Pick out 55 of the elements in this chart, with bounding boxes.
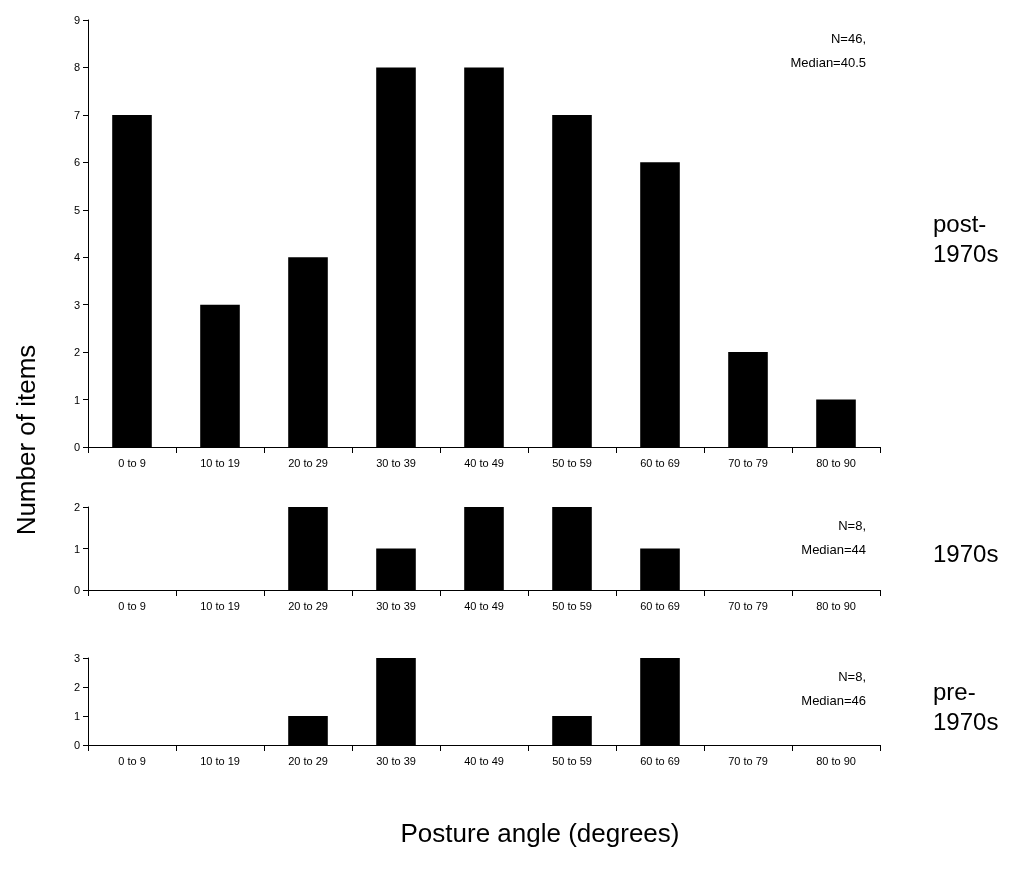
x-tick-label: 40 to 49 (464, 456, 504, 469)
annotation: N=8, (838, 518, 866, 533)
x-tick-label: 60 to 69 (640, 754, 680, 767)
x-tick-label: 70 to 79 (728, 754, 768, 767)
x-tick-label: 20 to 29 (288, 599, 328, 612)
x-tick-label: 70 to 79 (728, 456, 768, 469)
x-tick-label: 10 to 19 (200, 456, 240, 469)
y-tick-label: 8 (73, 61, 80, 74)
x-tick-label: 70 to 79 (728, 599, 768, 612)
y2-axis-title: 1970s (933, 540, 999, 567)
x-tick-label: 10 to 19 (200, 599, 240, 612)
annotation: Median=44 (801, 542, 866, 557)
x-tick-label: 60 to 69 (640, 456, 680, 469)
y-tick-label: 5 (73, 203, 80, 216)
x-axis-title: Posture angle (degrees) (400, 818, 680, 849)
x-tick-label: 20 to 29 (288, 754, 328, 767)
y-tick-label: 9 (73, 14, 80, 26)
x-tick-label: 60 to 69 (640, 599, 680, 612)
x-tick-label: 0 to 9 (118, 754, 146, 767)
y-tick-label: 2 (73, 501, 80, 513)
annotation: N=8, (838, 669, 866, 684)
annotation: N=46, (830, 31, 866, 46)
x-tick-label: 40 to 49 (464, 599, 504, 612)
y-tick-label: 3 (73, 652, 80, 664)
x-tick-label: 30 to 39 (376, 456, 416, 469)
x-tick-label: 30 to 39 (376, 599, 416, 612)
x-tick-label: 80 to 90 (816, 599, 856, 612)
y-tick-label: 7 (73, 108, 80, 121)
y-tick-label: 1 (73, 393, 80, 406)
y-axis-title: Number of items (10, 344, 42, 536)
x-tick-label: 80 to 90 (816, 754, 856, 767)
x-tick-label: 80 to 90 (816, 456, 856, 469)
annotation: Median=46 (801, 693, 866, 708)
y-tick-label: 0 (73, 739, 80, 751)
y-tick-label: 0 (73, 584, 80, 596)
x-tick-label: 50 to 59 (552, 456, 592, 469)
y-tick-label: 4 (73, 251, 80, 264)
annotation: Median=40.5 (790, 55, 866, 70)
x-tick-label: 20 to 29 (288, 456, 328, 469)
x-tick-label: 10 to 19 (200, 754, 240, 767)
y-tick-label: 2 (73, 346, 80, 359)
x-tick-label: 50 to 59 (552, 599, 592, 612)
x-tick-label: 50 to 59 (552, 754, 592, 767)
x-tick-label: 0 to 9 (118, 456, 146, 469)
y-tick-label: 1 (73, 542, 80, 555)
x-tick-label: 30 to 39 (376, 754, 416, 767)
y2-axis-title: post-1970s (933, 210, 999, 267)
y2-axis-title: pre-1970s (933, 678, 999, 735)
y-tick-label: 0 (73, 441, 80, 453)
x-tick-label: 40 to 49 (464, 754, 504, 767)
y-tick-label: 6 (73, 156, 80, 169)
y-tick-label: 2 (73, 681, 80, 693)
y-tick-label: 3 (73, 298, 80, 311)
x-tick-label: 0 to 9 (118, 599, 146, 612)
y-tick-label: 1 (73, 710, 80, 722)
